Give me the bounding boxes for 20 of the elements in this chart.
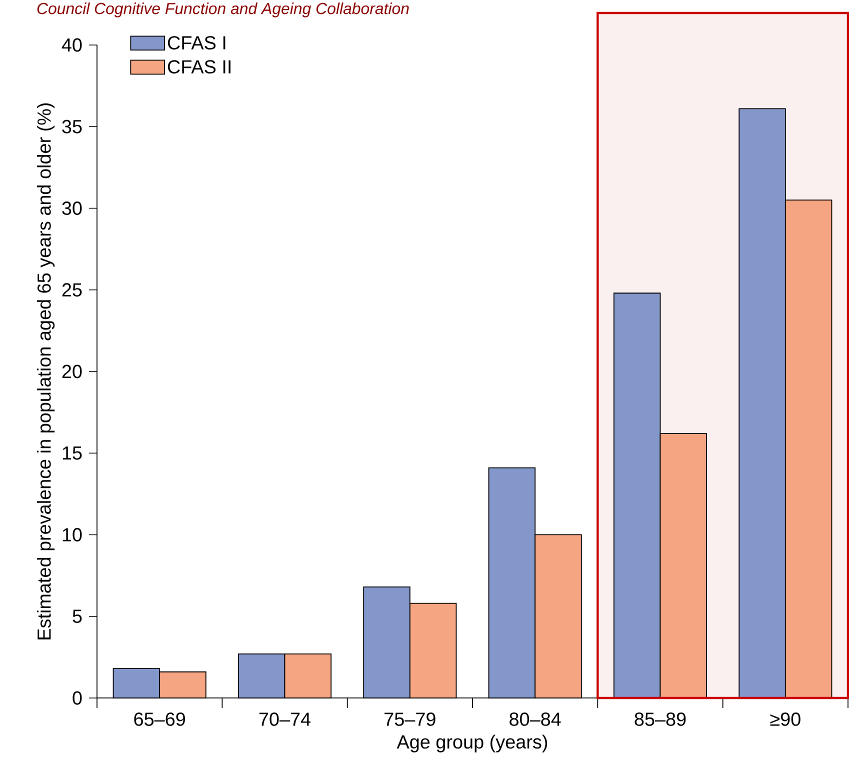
y-tick-label: 0 — [72, 691, 82, 705]
y-tick-label: 35 — [62, 120, 82, 134]
x-tick-label: 85–89 — [634, 712, 686, 726]
x-tick-label: 80–84 — [510, 712, 561, 726]
legend-label: CFAS II — [168, 60, 230, 74]
text: Council Cognitive Function and Ageing Collaboration — [37, 2, 409, 18]
y-tick-label: 30 — [62, 202, 82, 215]
y-tick-label: 25 — [62, 283, 82, 297]
y-axis-title: Estimated prevalence in population aged 65 years and older (%) — [36, 103, 55, 640]
y-tick-label: 40 — [62, 38, 82, 52]
legend-label: CFAS I — [168, 36, 226, 50]
y-tick-label: 15 — [62, 446, 82, 460]
y-tick-label: 20 — [62, 364, 82, 378]
x-tick-label: ≥90 — [770, 712, 800, 726]
x-axis-title: Age group (years) — [396, 734, 548, 752]
x-tick-label: 65–69 — [134, 712, 185, 726]
y-tick-label: 5 — [72, 610, 82, 623]
x-tick-label: 75–79 — [384, 712, 436, 726]
y-tick-label: 10 — [62, 528, 82, 542]
x-tick-label: 70–74 — [259, 712, 311, 726]
